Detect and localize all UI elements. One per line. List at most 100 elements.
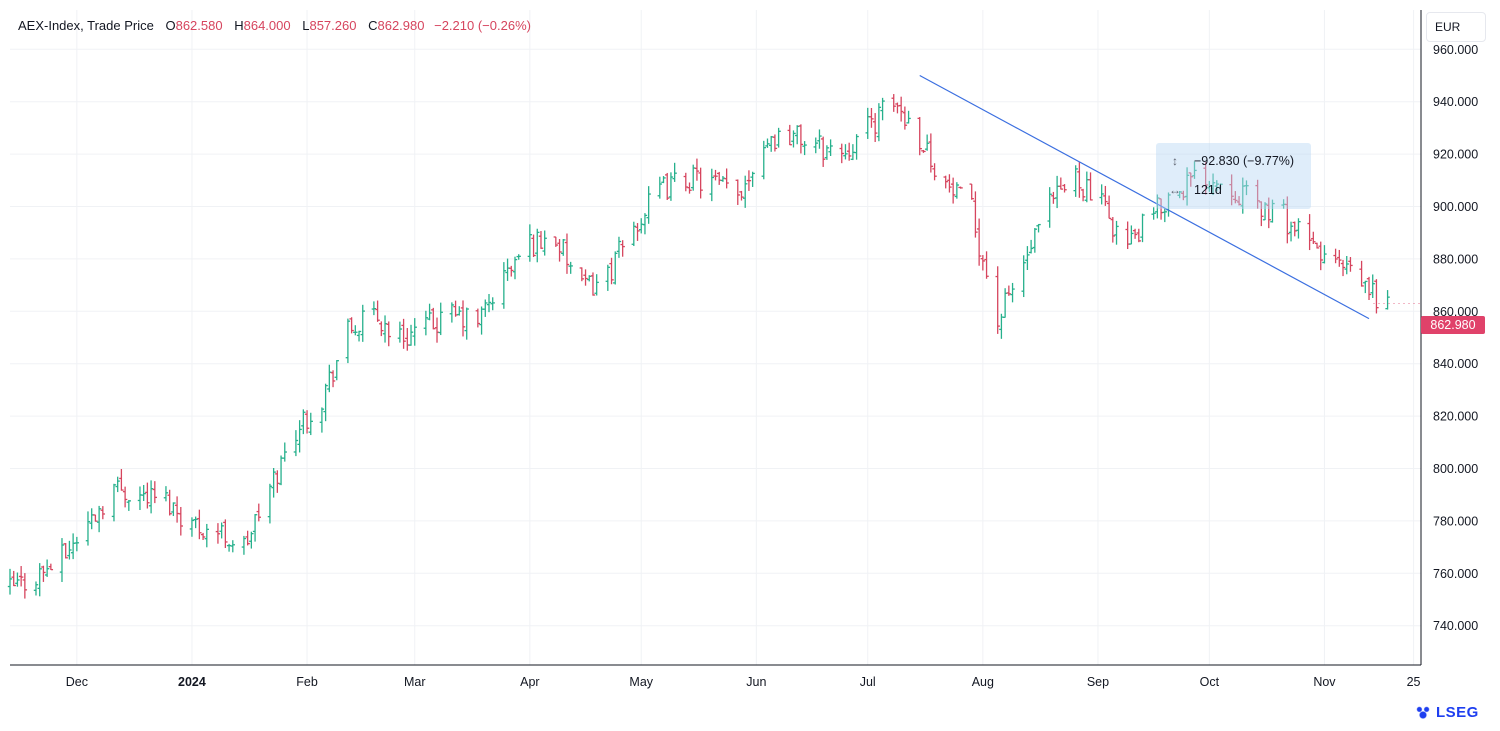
x-tick-label: May [629, 675, 653, 689]
ohlc-bar [382, 315, 388, 343]
x-tick-label: Jul [860, 675, 876, 689]
ohlc-bar [252, 514, 258, 542]
ohlc-bar [635, 223, 640, 241]
ohlc-bar [646, 186, 651, 224]
ohlc-bar [371, 301, 377, 316]
axes: 740.000 760.000 780.000 800.000 820.000 840.0… [10, 10, 1478, 689]
ohlc-bar [794, 125, 800, 145]
currency-selector[interactable]: EUR [1426, 12, 1486, 42]
ohlc-bar [1244, 180, 1249, 196]
ohlc-bar [37, 563, 42, 597]
ohlc-bar [765, 138, 770, 148]
ohlc-bar [1025, 246, 1030, 270]
ohlc-bar [1021, 255, 1026, 298]
ohlc-bar [631, 221, 637, 247]
x-tick-label: Sep [1087, 675, 1109, 689]
ohlc-bar [100, 506, 106, 520]
ohlc-bar [163, 486, 169, 502]
ohlc-bar [245, 530, 250, 546]
ohlc-bar [828, 139, 833, 157]
ohlc-bar [976, 218, 982, 266]
ohlc-bar [713, 169, 718, 181]
ohlc-bar [872, 113, 878, 142]
ohlc-bar [1214, 180, 1219, 192]
ohlc-bar [293, 430, 299, 457]
low-label: L [302, 18, 310, 33]
ohlc-bar [1062, 184, 1067, 193]
ohlc-bar [973, 191, 978, 238]
ohlc-bar [479, 306, 484, 335]
trendline-layer[interactable] [919, 74, 1421, 320]
ohlc-bar [969, 183, 974, 200]
ohlc-bar [553, 236, 559, 247]
horizontal-range-icon: ↔ [1169, 183, 1181, 197]
ohlc-bar [791, 130, 796, 148]
ohlc-bar [995, 266, 1000, 334]
ohlc-bar [460, 300, 466, 337]
ohlc-bar [438, 302, 443, 336]
ohlc-bar [345, 318, 351, 364]
ohlc-bar [512, 256, 518, 280]
ohlc-bar [334, 360, 339, 381]
ohlc-bar [22, 573, 28, 599]
ohlc-bar [1270, 199, 1275, 223]
ohlc-bar [375, 300, 380, 322]
ohlc-bar [1363, 280, 1368, 294]
ohlc-bar [356, 330, 362, 342]
ohlc-bar [876, 103, 882, 142]
ohlc-bar [148, 480, 154, 514]
ohlc-bar [152, 481, 158, 504]
y-tick-label: 780.000 [1433, 514, 1478, 528]
ohlc-bar [1073, 165, 1078, 197]
grid [10, 10, 1421, 665]
ohlc-bar [880, 97, 885, 121]
ohlc-bar [1207, 180, 1212, 192]
ohlc-bar [379, 321, 384, 337]
ohlc-bar [906, 110, 911, 124]
ohlc-bar [1080, 188, 1086, 202]
ohlc-bar [1318, 241, 1323, 271]
ohlc-bar [167, 489, 172, 516]
ohlc-bar [1136, 228, 1141, 243]
ohlc-bar [423, 310, 429, 336]
ohlc-bar [709, 168, 714, 202]
ohlc-bar [1370, 274, 1375, 298]
ohlc-bar [854, 134, 859, 160]
ohlc-bar [1188, 172, 1193, 187]
ohlc-bar [820, 136, 826, 167]
ohlc-bar [1255, 179, 1260, 209]
ohlc-bar [561, 239, 566, 256]
ohlc-bar [954, 182, 960, 199]
ohlc-bar [1192, 161, 1197, 179]
ohlc-bar [898, 96, 904, 122]
ohlc-bar [1285, 196, 1290, 244]
ohlc-bar [921, 149, 926, 153]
ohlc-bar [145, 482, 150, 509]
ohlc-bar [665, 172, 670, 201]
ohlc-bar [275, 470, 280, 493]
ohlc-bar [542, 230, 547, 256]
ohlc-bar [1203, 162, 1208, 195]
ohlc-bar [802, 141, 807, 156]
ohlc-bar [917, 117, 922, 156]
ohlc-bar [412, 318, 417, 346]
ohlc-bar [1307, 214, 1312, 251]
y-tick-label: 880.000 [1433, 252, 1478, 266]
ohlc-bar [746, 170, 752, 191]
ohlc-bar [457, 306, 462, 316]
ohlc-bar [85, 511, 91, 546]
ohlc-bar [928, 133, 934, 173]
ohlc-bar [1140, 213, 1145, 243]
ohlc-bars [7, 94, 1390, 599]
ohlc-bar [360, 304, 365, 342]
ohlc-bar [96, 505, 102, 533]
x-tick-label: Aug [972, 675, 994, 689]
ohlc-bar [1006, 285, 1012, 296]
open-value: 862.580 [175, 18, 223, 33]
ohlc-bar [1311, 231, 1316, 245]
ohlc-bar [824, 145, 830, 160]
ohlc-bar [1184, 167, 1190, 206]
ohlc-bar [1084, 171, 1090, 203]
